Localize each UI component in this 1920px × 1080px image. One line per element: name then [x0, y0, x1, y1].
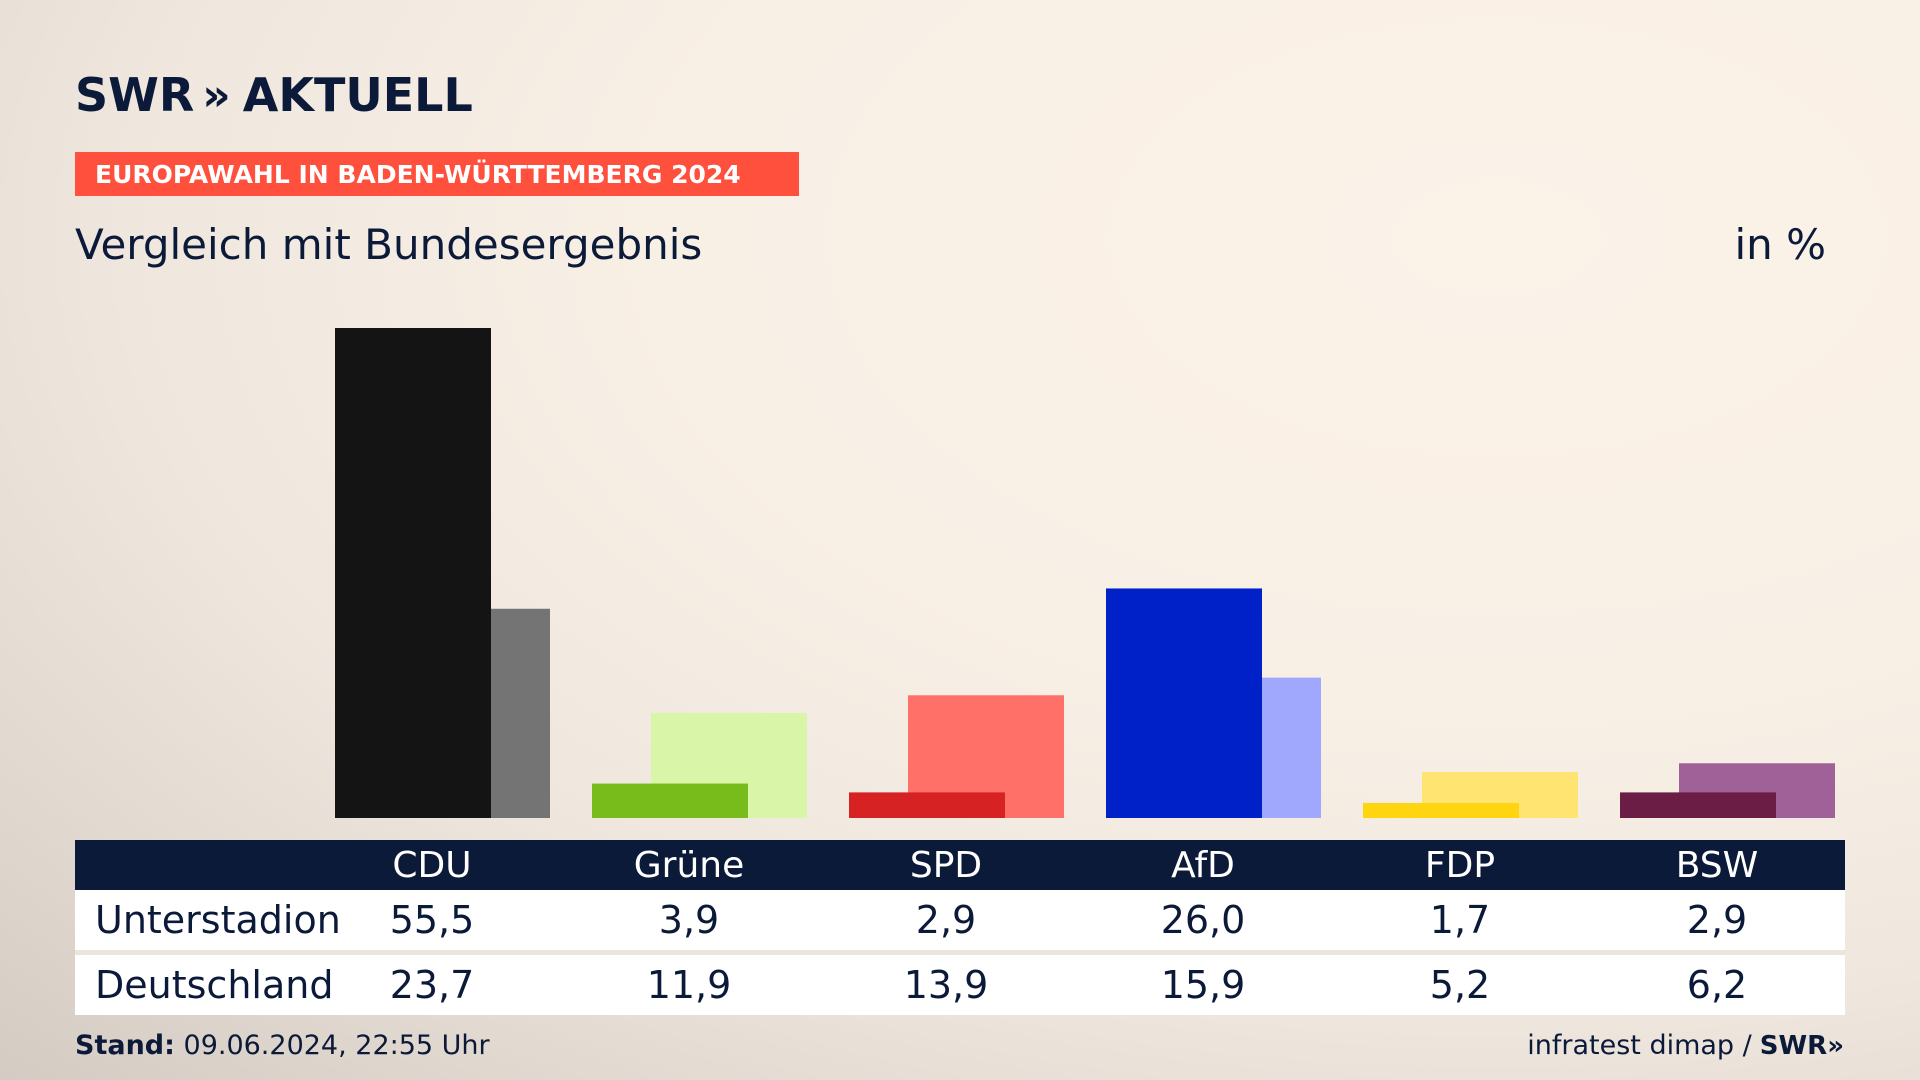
header-spd: SPD — [909, 844, 983, 886]
swr-aktuell-logo: SWR » AKTUELL — [75, 68, 473, 122]
party-header-row: CDU Grüne SPD AfD FDP BSW — [75, 840, 1845, 890]
cell-bsw: 6,2 — [1686, 963, 1748, 1007]
election-banner: EUROPAWAHL IN BADEN-WÜRTTEMBERG 2024 — [75, 152, 799, 196]
chart-subtitle: Vergleich mit Bundesergebnis — [75, 220, 703, 269]
bar-unterstadion-grüne — [592, 783, 748, 818]
row-label: Unterstadion — [95, 898, 341, 942]
unit-label: in % — [1734, 220, 1826, 269]
cell-cdu: 55,5 — [389, 898, 475, 942]
stand-label: Stand: — [75, 1030, 175, 1061]
bar-unterstadion-fdp — [1363, 802, 1519, 818]
bar-unterstadion-afd — [1106, 588, 1262, 818]
stand-value: 09.06.2024, 22:55 Uhr — [183, 1030, 490, 1061]
bar-unterstadion-spd — [849, 792, 1005, 818]
header-bsw: BSW — [1675, 844, 1759, 886]
cell-afd: 26,0 — [1160, 898, 1246, 942]
cell-grüne: 3,9 — [658, 898, 720, 942]
header-cdu: CDU — [392, 844, 472, 886]
banner-text: EUROPAWAHL IN BADEN-WÜRTTEMBERG 2024 — [95, 159, 741, 189]
cell-spd: 13,9 — [903, 963, 989, 1007]
row-label: Deutschland — [95, 963, 334, 1007]
swr-mini-logo: SWR» — [1759, 1030, 1844, 1061]
timestamp: Stand: 09.06.2024, 22:55 Uhr — [75, 1030, 490, 1061]
cell-spd: 2,9 — [915, 898, 977, 942]
cell-bsw: 2,9 — [1686, 898, 1748, 942]
bar-chart — [335, 328, 1835, 818]
cell-cdu: 23,7 — [389, 963, 475, 1007]
cell-fdp: 5,2 — [1429, 963, 1491, 1007]
bar-unterstadion-bsw — [1620, 792, 1776, 818]
table-row-unterstadion: Unterstadion 55,5 3,9 2,9 26,0 1,7 2,9 — [75, 890, 1845, 950]
cell-fdp: 1,7 — [1429, 898, 1491, 942]
header-afd: AfD — [1171, 844, 1235, 886]
brand-name: SWR — [75, 68, 195, 122]
bar-unterstadion-cdu — [335, 328, 491, 818]
header-grüne: Grüne — [633, 844, 745, 886]
brand-suffix: AKTUELL — [242, 68, 473, 122]
table-row-deutschland: Deutschland 23,7 11,9 13,9 15,9 5,2 6,2 — [75, 950, 1845, 1015]
cell-afd: 15,9 — [1160, 963, 1246, 1007]
cell-grüne: 11,9 — [646, 963, 732, 1007]
source-text: infratest dimap / — [1527, 1030, 1752, 1061]
header-fdp: FDP — [1424, 844, 1496, 886]
results-table: CDU Grüne SPD AfD FDP BSW Unterstadion 55,5 3,… — [75, 840, 1845, 1015]
source-credit: infratest dimap / SWR» — [1527, 1030, 1844, 1061]
